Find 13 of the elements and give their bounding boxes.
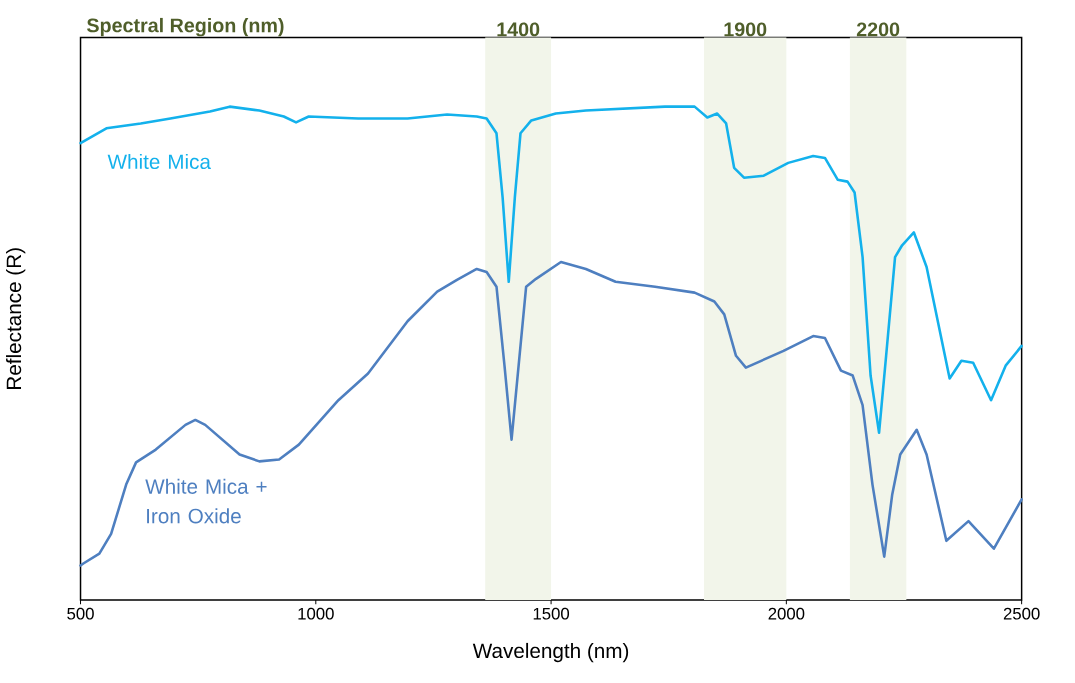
band-label: 1900 [724, 22, 767, 37]
band-label: 1400 [497, 22, 540, 37]
series-label: White Mica [107, 153, 211, 170]
x-tick-label: 2000 [768, 607, 805, 620]
x-tick-label: 1000 [298, 607, 334, 620]
series-label: White Mica + Iron Oxide [145, 478, 267, 524]
x-tick-label: 2500 [1003, 607, 1040, 620]
x-tick-label: 500 [67, 607, 94, 620]
x-tick-label: 1500 [533, 607, 570, 620]
x-axis-title: Wavelength (nm) [472, 642, 629, 663]
y-axis-title: Reflectance (R) [6, 248, 26, 389]
text: Spectral Region (nm) [86, 17, 284, 37]
band-label: 2200 [856, 22, 900, 37]
